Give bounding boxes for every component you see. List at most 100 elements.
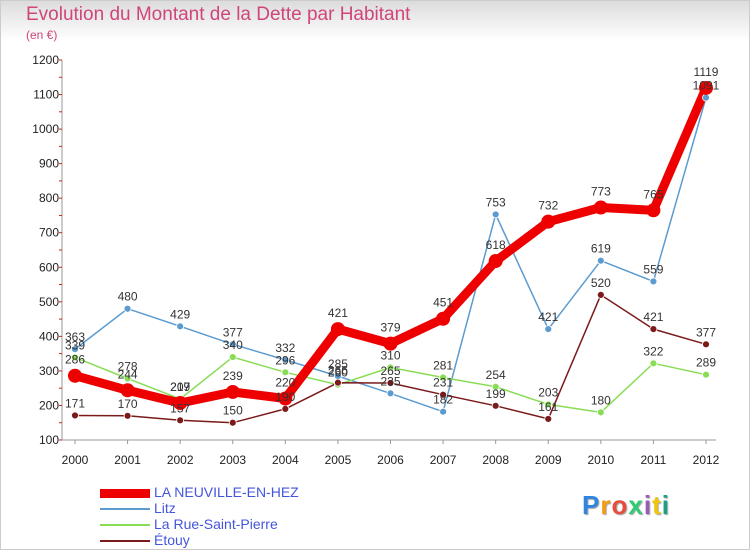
data-label: 231	[433, 376, 453, 390]
data-label: 1091	[693, 79, 720, 93]
y-tick-label: 900	[39, 157, 59, 171]
data-point	[228, 353, 237, 361]
data-point	[649, 325, 658, 334]
legend-label: LA NEUVILLE-EN-HEZ	[154, 484, 299, 500]
data-label: 281	[433, 358, 453, 372]
data-label: 339	[65, 338, 85, 352]
data-point	[383, 336, 398, 351]
data-label: 260	[328, 366, 348, 380]
legend-swatch	[100, 508, 150, 510]
data-point	[334, 378, 342, 387]
data-labels: 363 480 429 377 332 285 235 182 753 421 619 559 1091…	[65, 65, 720, 418]
logo-letter: P	[582, 490, 601, 520]
y-tick-label: 200	[39, 398, 59, 412]
x-tick-label: 2000	[62, 453, 89, 467]
data-label: 265	[380, 364, 400, 378]
data-point	[386, 379, 395, 387]
data-point	[228, 340, 237, 349]
data-point	[491, 382, 500, 391]
data-point	[386, 363, 395, 372]
data-label: 219	[170, 380, 190, 394]
y-tick-label: 1100	[33, 88, 59, 102]
data-label: 618	[486, 238, 506, 252]
y-tick-label: 500	[39, 295, 59, 309]
data-point	[439, 390, 447, 399]
data-label: 451	[433, 296, 453, 310]
chart-axes: 100 200 300 400 500 600 700 800 900 1000 1100 1200 2…	[32, 53, 719, 467]
data-label: 254	[486, 368, 506, 382]
logo-letter: i	[661, 490, 670, 520]
x-tick-label: 2002	[167, 453, 194, 467]
data-point	[71, 345, 79, 354]
data-point	[491, 210, 500, 219]
data-point	[593, 200, 608, 215]
y-tick-label: 100	[39, 433, 59, 447]
data-point	[596, 291, 605, 299]
data-point	[702, 340, 710, 349]
data-label: 310	[380, 348, 400, 362]
x-tick-label: 2003	[219, 453, 246, 467]
data-point	[646, 203, 661, 218]
data-label: 421	[538, 310, 558, 324]
data-point	[281, 368, 290, 377]
logo-letter: i	[643, 490, 653, 520]
legend-swatch	[100, 489, 150, 498]
data-label: 150	[223, 404, 243, 418]
data-point	[702, 93, 710, 102]
data-label: 520	[591, 276, 611, 290]
data-point	[544, 415, 553, 423]
x-tick-label: 2001	[114, 453, 141, 467]
data-point	[71, 411, 79, 420]
data-label: 1119	[694, 65, 719, 79]
logo-letter: t	[652, 490, 662, 520]
data-point	[176, 416, 185, 425]
data-label: 170	[118, 397, 138, 411]
data-point	[123, 304, 132, 313]
data-point	[68, 368, 82, 383]
data-label: 235	[380, 374, 400, 388]
data-label: 377	[223, 325, 243, 339]
data-point	[278, 391, 293, 406]
data-point	[123, 411, 132, 420]
data-point	[120, 383, 135, 398]
y-tick-label: 400	[39, 329, 59, 343]
data-point	[702, 370, 710, 379]
chart-unit-label: (en €)	[26, 28, 58, 42]
data-label: 421	[643, 310, 663, 324]
data-point	[228, 418, 237, 427]
data-label: 220	[275, 376, 295, 390]
data-point	[281, 405, 290, 413]
data-label: 278	[118, 360, 138, 374]
proxiti-logo: Proxiti	[582, 490, 670, 521]
data-point	[488, 254, 503, 269]
logo-letter: o	[611, 490, 629, 520]
data-label: 171	[65, 396, 85, 410]
legend-label: Litz	[154, 500, 176, 516]
data-label: 732	[538, 199, 558, 213]
series-points	[68, 80, 713, 427]
data-label: 559	[643, 262, 663, 276]
x-tick-label: 2004	[272, 453, 299, 467]
data-point	[123, 374, 132, 383]
data-point	[596, 408, 605, 417]
data-point	[173, 396, 188, 411]
data-point	[439, 373, 447, 382]
data-label: 765	[643, 187, 663, 201]
data-point	[71, 353, 79, 362]
x-tick-label: 2009	[535, 453, 562, 467]
legend-swatch	[100, 540, 150, 542]
data-label: 322	[643, 344, 663, 358]
data-point	[386, 389, 395, 398]
data-label: 157	[170, 401, 190, 415]
data-label: 203	[538, 385, 558, 399]
data-point	[699, 80, 713, 95]
data-point	[436, 311, 451, 326]
x-tick-label: 2012	[693, 453, 720, 467]
data-label: 199	[486, 387, 506, 401]
data-label: 207	[170, 380, 190, 394]
y-tick-label: 800	[39, 191, 59, 205]
data-point	[176, 322, 185, 331]
data-label: 363	[65, 330, 85, 344]
